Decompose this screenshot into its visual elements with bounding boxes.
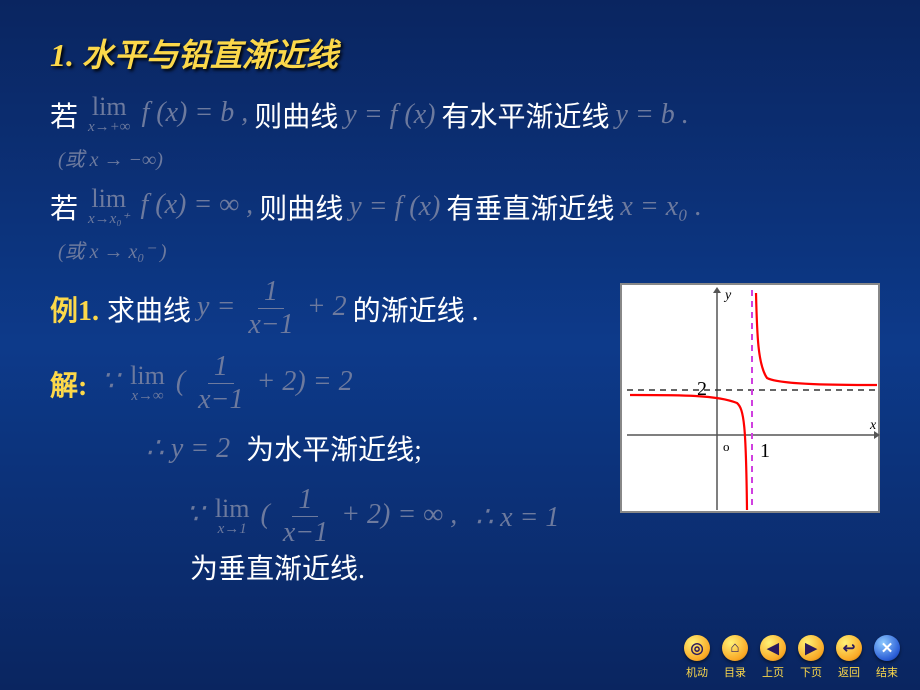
text: 若 — [50, 95, 78, 135]
nav-bar: ◎ 机动 ⌂ 目录 ◀ 上页 ▶ 下页 ↩ 返回 ✕ 结束 — [684, 635, 900, 680]
text: 若 — [50, 187, 78, 227]
statement-horizontal: 若 limx→+∞ f (x) = b , 则曲线 y = f (x) 有水平渐… — [50, 94, 880, 135]
solution-line-1: 解: ∵ limx→∞ ( 1x−1 + 2) = 2 — [50, 353, 600, 414]
math-expr: y = b . — [615, 99, 688, 131]
nav-icon: ▶ — [798, 635, 824, 661]
svg-text:1: 1 — [760, 440, 770, 462]
svg-text:y: y — [723, 288, 732, 303]
solve-label: 解: — [50, 364, 87, 404]
svg-text:o: o — [723, 439, 730, 454]
nav-结束[interactable]: ✕ 结束 — [874, 635, 900, 680]
nav-icon: ↩ — [836, 635, 862, 661]
nav-下页[interactable]: ▶ 下页 — [798, 635, 824, 680]
solution-line-2: ∴ y = 2 为水平渐近线; — [140, 428, 600, 468]
alt-limit-1: (或 x → −∞) — [50, 143, 880, 172]
svg-text:2: 2 — [697, 378, 707, 400]
section-title: 1. 水平与铅直渐近线 — [50, 30, 880, 76]
text: 则曲线 — [259, 187, 343, 227]
math-expr: y = f (x) — [349, 191, 440, 223]
nav-label: 下页 — [800, 664, 822, 680]
nav-icon: ◎ — [684, 635, 710, 661]
text: 求曲线 — [107, 289, 191, 329]
nav-上页[interactable]: ◀ 上页 — [760, 635, 786, 680]
nav-机动[interactable]: ◎ 机动 — [684, 635, 710, 680]
nav-icon: ◀ — [760, 635, 786, 661]
text: 则曲线 — [254, 95, 338, 135]
text: 为水平渐近线; — [246, 428, 422, 468]
svg-text:x: x — [869, 418, 877, 433]
asymptote-chart: x y o 2 1 — [620, 283, 880, 513]
example-label: 例1. — [50, 289, 99, 329]
nav-label: 机动 — [686, 664, 708, 680]
text: 为垂直渐近线. — [190, 547, 365, 587]
alt-limit-2: (或 x → x₀⁻ ) — [50, 235, 880, 264]
statement-vertical: 若 limx→x₀⁺ f (x) = ∞ , 则曲线 y = f (x) 有垂直… — [50, 186, 880, 227]
nav-返回[interactable]: ↩ 返回 — [836, 635, 862, 680]
text: 有水平渐近线 — [441, 95, 609, 135]
example-question: 例1. 求曲线 y = 1x−1 + 2 的渐近线 . — [50, 278, 600, 339]
solution-line-3: ∵ limx→1 ( 1x−1 + 2) = ∞ , ∴ x = 1 为垂直渐近… — [180, 486, 600, 587]
math-expr: x = x₀ . — [620, 191, 701, 223]
text: 有垂直渐近线 — [446, 187, 614, 227]
nav-label: 目录 — [724, 664, 746, 680]
nav-label: 结束 — [876, 664, 898, 680]
text: 的渐近线 . — [353, 289, 479, 329]
nav-icon: ⌂ — [722, 635, 748, 661]
nav-icon: ✕ — [874, 635, 900, 661]
nav-label: 返回 — [838, 664, 860, 680]
nav-label: 上页 — [762, 664, 784, 680]
nav-目录[interactable]: ⌂ 目录 — [722, 635, 748, 680]
math-expr: y = f (x) — [344, 99, 435, 131]
